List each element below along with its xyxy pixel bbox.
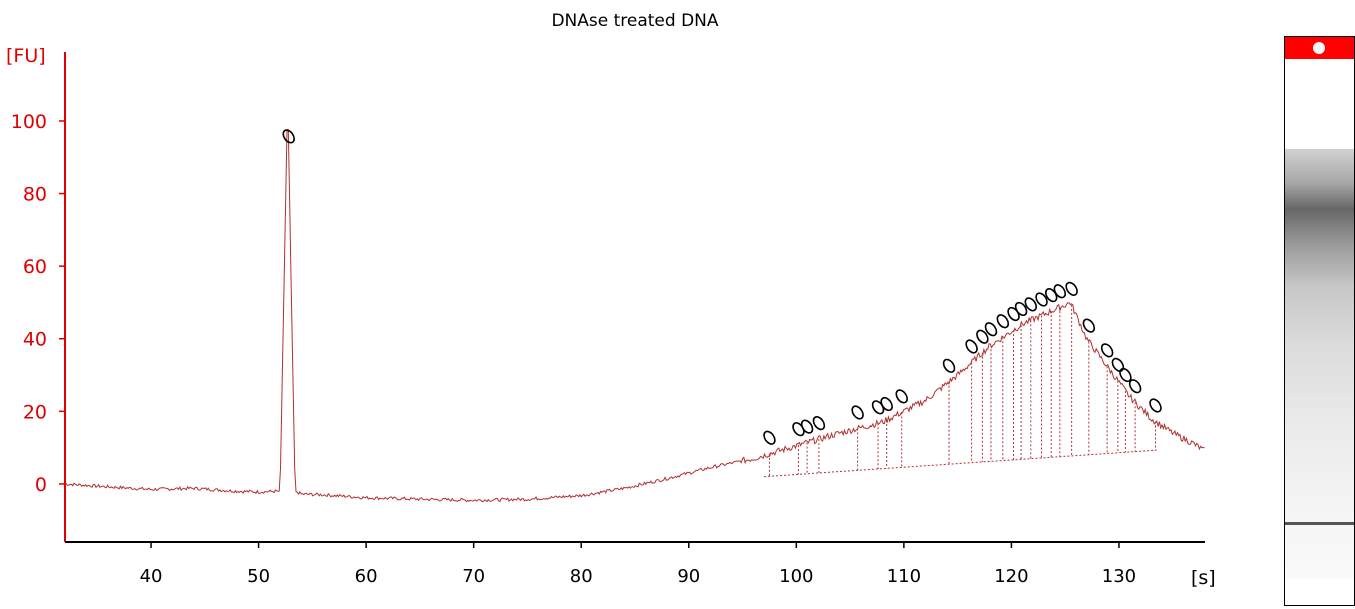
y-tick-label: 0 bbox=[35, 474, 47, 496]
peak-marker bbox=[1149, 398, 1162, 413]
peak-marker bbox=[880, 396, 893, 412]
peak-marker bbox=[800, 419, 814, 434]
peak-marker bbox=[1014, 301, 1028, 317]
x-tick-label: 110 bbox=[887, 566, 921, 587]
y-tick-label: 20 bbox=[23, 401, 47, 423]
marker-dot-icon bbox=[1313, 42, 1325, 54]
peak-marker bbox=[895, 389, 908, 404]
x-tick-label: 40 bbox=[140, 566, 163, 587]
y-axis-label: [FU] bbox=[6, 45, 46, 67]
chart-title: DNAse treated DNA bbox=[551, 11, 718, 31]
peak-marker bbox=[1111, 357, 1125, 372]
gel-marker-band bbox=[1285, 37, 1354, 59]
electropherogram-chart: DNAse treated DNA 0 20 40 60 80 100 40 50 60 70 80… bbox=[6, 11, 1216, 589]
peak-marker bbox=[812, 416, 826, 431]
x-tick-label: 50 bbox=[247, 566, 270, 587]
peak-marker bbox=[851, 405, 864, 420]
peak-baseline bbox=[764, 449, 1157, 478]
peak-marker bbox=[976, 329, 989, 344]
x-tick-label: 60 bbox=[355, 566, 378, 587]
peak-marker bbox=[996, 314, 1010, 329]
gel-lane bbox=[1284, 36, 1355, 606]
signal-trace bbox=[64, 129, 1205, 503]
x-tick-label: 100 bbox=[779, 566, 813, 587]
gel-smear bbox=[1285, 149, 1354, 579]
peak-marker bbox=[282, 129, 295, 144]
x-tick-label: 130 bbox=[1102, 566, 1136, 587]
peak-marker bbox=[965, 339, 978, 354]
x-tick-label: 70 bbox=[462, 566, 485, 587]
x-tick-label: 80 bbox=[570, 566, 593, 587]
y-tick-label: 80 bbox=[23, 184, 47, 206]
peak-marker bbox=[1035, 292, 1048, 307]
peak-marker bbox=[763, 430, 776, 445]
peak-marker bbox=[1082, 318, 1096, 333]
peak-marker bbox=[1119, 367, 1132, 383]
peak-marker bbox=[1100, 343, 1114, 358]
y-tick-label: 60 bbox=[23, 256, 47, 278]
x-tick-label: 90 bbox=[677, 566, 700, 587]
peak-marker bbox=[1128, 379, 1142, 394]
peak-marker bbox=[1024, 297, 1038, 312]
x-tick-label: 120 bbox=[994, 566, 1028, 587]
y-tick-label: 40 bbox=[23, 329, 47, 351]
gel-ladder-band bbox=[1285, 522, 1354, 525]
peak-marker bbox=[942, 358, 956, 373]
y-tick-label: 100 bbox=[11, 111, 47, 133]
peak-marker bbox=[1065, 281, 1078, 296]
peak-marker bbox=[984, 322, 998, 337]
x-axis-label: [s] bbox=[1191, 567, 1216, 589]
peak-marker bbox=[1053, 284, 1067, 299]
